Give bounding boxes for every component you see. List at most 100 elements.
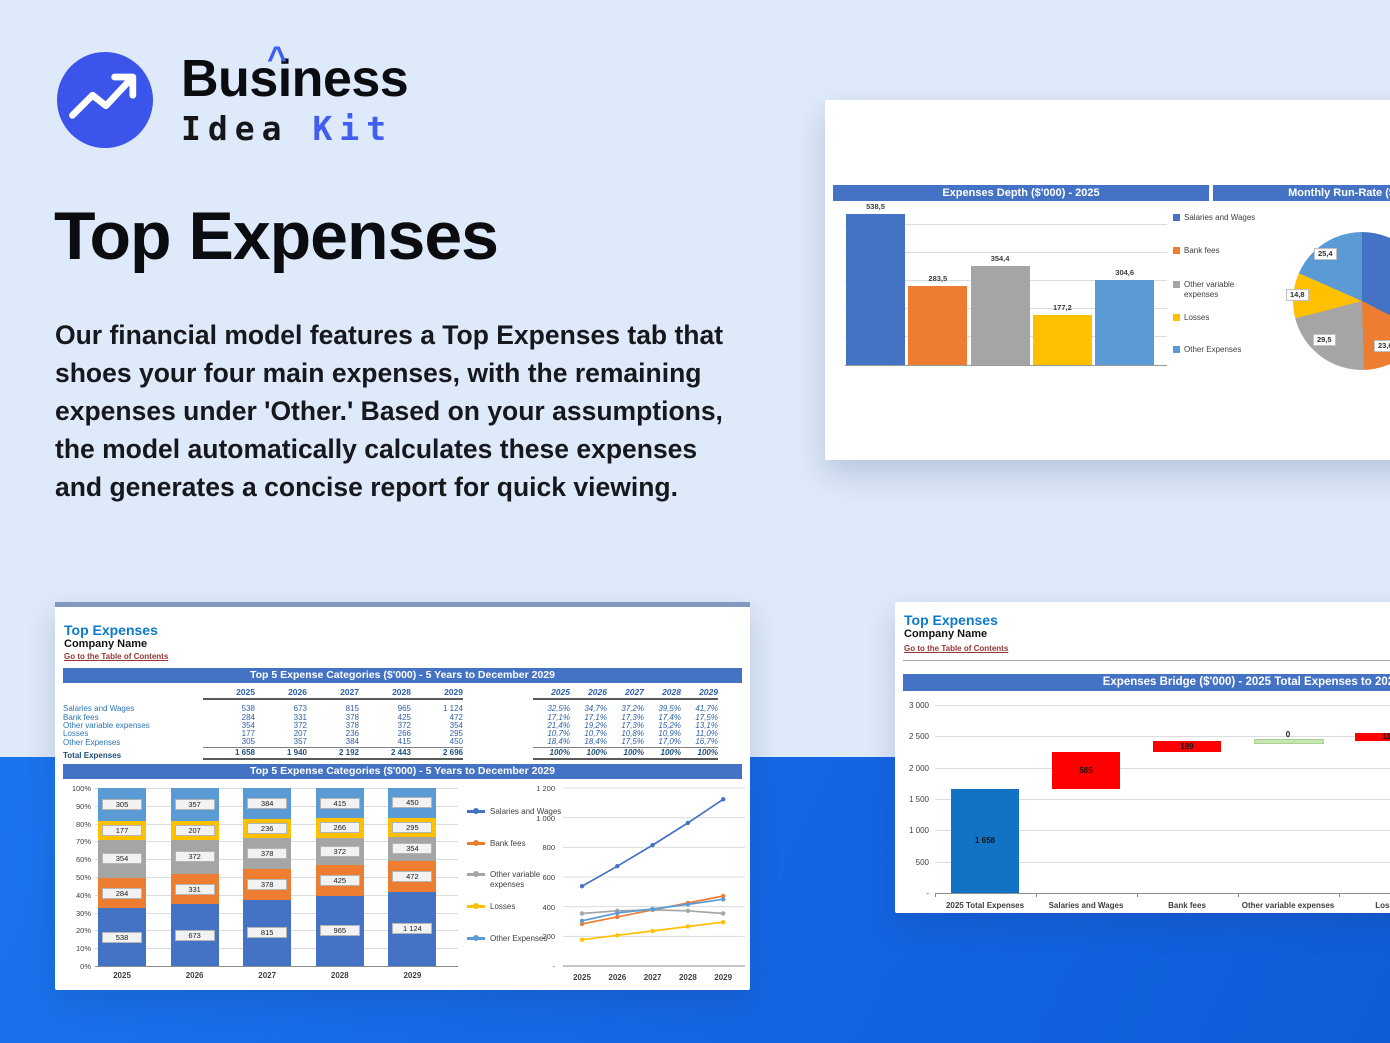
sheet-top-strip: [55, 602, 750, 607]
x-axis-label: Losses: [1375, 901, 1390, 910]
x-axis-label: 2029: [714, 973, 733, 982]
cell-pct: 100%: [549, 747, 570, 757]
y-axis-label: 1 500: [908, 795, 929, 804]
y-axis-label: 2 000: [908, 763, 929, 773]
gridline: [935, 861, 1390, 863]
bar-value-label: 0: [1285, 730, 1291, 740]
bar-value-label: 1 658: [974, 836, 996, 845]
stacked-bar-chart: 100% 90% 80% 70% 60% 50% 40% 30% 20% 10% 0% 538 284 3…: [55, 602, 750, 990]
segment-label: 266: [319, 822, 360, 834]
segment-label: 425: [319, 874, 360, 886]
x-axis-label: Bank fees: [1168, 901, 1206, 910]
y-axis-label: 500: [915, 857, 929, 867]
cell-value: 354: [449, 720, 463, 730]
legend-marker-dot: [473, 935, 479, 941]
legend-marker-dot: [473, 840, 479, 846]
cell-value: 331: [293, 712, 307, 722]
cell-value: 2029: [444, 687, 463, 697]
table-row: Other variable expenses 354 372 378 372 354 21…: [63, 720, 742, 730]
x-axis-label: 2028: [330, 971, 349, 980]
row-label: Bank fees: [63, 712, 99, 722]
data-point: [579, 884, 585, 889]
brand-word-business: Business: [181, 49, 409, 108]
x-axis-label: 2027: [643, 973, 662, 982]
legend-item: Salaries and Wages: [467, 807, 563, 817]
screenshot-expenses-depth-card: Expenses Depth ($'000) - 2025 Monthly Ru…: [825, 100, 1390, 460]
segment-label: 1 124: [392, 923, 433, 935]
segment-label: 331: [174, 883, 215, 895]
x-axis-label: 2027: [258, 971, 277, 980]
logo-caret-icon: ^: [267, 39, 287, 78]
bar-value-label: 538,5: [866, 202, 885, 212]
cell-pct: 17,5%: [621, 737, 644, 747]
section-title-chart: Top 5 Expense Categories ($'000) - 5 Yea…: [63, 764, 742, 779]
cell-pct: 2028: [662, 687, 681, 697]
legend-line-marker: [467, 903, 485, 909]
cell-pct: 37,2%: [621, 704, 644, 714]
legend-label: Other variable expenses: [1184, 280, 1235, 299]
legend-label: Bank fees: [490, 839, 526, 848]
brand-wordmark: Business ^ Idea Kit: [181, 40, 409, 148]
cell-value: 305: [241, 737, 255, 747]
legend-item: Bank fees: [467, 839, 563, 849]
sheet-title: Top Expenses: [64, 622, 158, 638]
cell-value: 384: [345, 737, 359, 747]
segment-label: 538: [102, 931, 142, 943]
x-axis-label: Salaries and Wages: [1048, 901, 1124, 910]
legend-item: Losses: [467, 902, 563, 912]
cell-value: 177: [241, 729, 255, 739]
legend-item: Other Expenses: [1173, 345, 1263, 355]
cell-value: 2027: [340, 687, 359, 697]
bar-value-label: 177,2: [1053, 303, 1072, 313]
cell-value: 538: [241, 704, 255, 714]
y-axis-label: 2 500: [908, 732, 929, 742]
gridline: [845, 252, 1167, 253]
chart-title-monthly-run-rate: Monthly Run-Rate ($'000) - 2025: [1213, 185, 1390, 201]
y-axis-label: 200: [542, 932, 555, 942]
y-axis-label: -: [552, 962, 556, 971]
cell-pct: 41,7%: [695, 704, 718, 714]
bar: [1032, 315, 1092, 365]
page-description: Our financial model features a Top Expen…: [55, 320, 724, 502]
y-axis-label: 70%: [75, 837, 91, 847]
legend-label: Other Expenses: [490, 934, 548, 943]
bar-value-label: 189: [1180, 741, 1194, 751]
cell-pct: 39,5%: [658, 704, 681, 714]
y-axis-label: 600: [542, 873, 555, 882]
table-row: Salaries and Wages 538 673 815 965 1 124 32,5%…: [63, 704, 742, 714]
bar-value-label: 304,6: [1115, 267, 1135, 277]
expenses-depth-bar-chart: 538,5 283,5 354,4 177,2 304,6: [845, 202, 1167, 366]
waterfall-bar: [951, 789, 1019, 893]
segment-label: 472: [392, 870, 433, 882]
cell-pct: 2029: [699, 687, 718, 697]
cell-value: 236: [345, 729, 359, 739]
legend-label: Salaries and Wages: [1184, 213, 1256, 222]
value-block: 284 331 378 425 472: [203, 712, 463, 722]
pct-block: 100% 100% 100% 100% 100%: [533, 747, 718, 761]
logo-circle: [57, 52, 153, 148]
x-axis-label: 2025 Total Expenses: [945, 901, 1025, 910]
segment-label: 284: [102, 887, 142, 899]
data-point: [685, 924, 691, 929]
brand-word-kit: Kit: [312, 108, 394, 148]
table-of-contents-link[interactable]: Go to the Table of Contents: [64, 652, 169, 661]
cell-pct: 17,4%: [658, 712, 681, 722]
cell-pct: 19,2%: [584, 720, 607, 730]
cell-pct: 18,4%: [584, 737, 607, 747]
segment-label: 354: [102, 853, 142, 865]
y-axis-label: 100%: [71, 784, 91, 793]
cell-value: 2028: [392, 687, 411, 697]
table-of-contents-link[interactable]: Go to the Table of Contents: [904, 644, 1009, 653]
cell-pct: 100%: [623, 747, 644, 757]
table-header-row: 2025 2026 2027 2028 2029 2025 2026 2027 2028 2029: [63, 687, 742, 701]
segment-label: 378: [247, 879, 288, 890]
data-point: [721, 920, 726, 925]
cell-value: 2026: [288, 687, 307, 697]
cell-value: 415: [397, 737, 411, 747]
cell-value: 472: [449, 712, 463, 722]
series-line: [581, 798, 724, 887]
data-point: [615, 864, 620, 869]
x-axis-label: 2025: [113, 971, 131, 980]
axis-tick: [935, 893, 936, 897]
cell-pct: 10,7%: [547, 729, 570, 739]
